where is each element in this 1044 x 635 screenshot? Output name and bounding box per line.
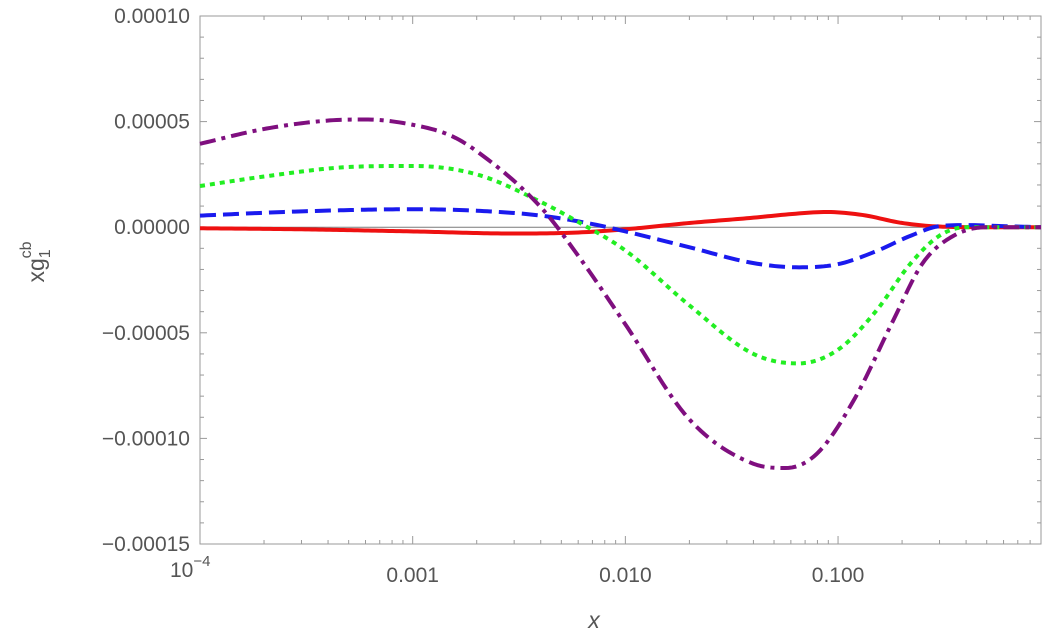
series-line-2 [199,207,1042,270]
series-line-3 [199,163,1041,366]
x-tick-label: 0.010 [599,564,652,587]
x-tick-label-exponent: −4 [193,553,210,570]
y-axis-title-sup: cb [18,241,35,258]
y-axis-title: xg1cb [18,241,54,282]
plot-border [199,15,1042,545]
y-tick-label: 0.00010 [114,5,190,28]
series-line-4 [199,117,1041,470]
y-tick-label: 0.00005 [114,111,190,134]
y-tick-label: −0.00010 [102,427,190,450]
tick-marks [199,15,1042,545]
x-tick-label: 0.100 [812,564,865,587]
y-tick-label: 0.00000 [114,216,190,239]
y-tick-label: −0.00015 [102,533,190,556]
y-axis-title-sub: 1 [37,249,54,258]
series-lines [199,117,1042,470]
y-tick-label: −0.00005 [102,322,190,345]
x-axis-title: x [587,607,601,633]
tick-labels: 0.00010 0.00005 0.00000 −0.00005 −0.00010 −0.… [102,5,865,587]
x-tick-label: 10−4 [170,553,210,582]
y-axis-title-base: xg [23,258,49,282]
x-tick-label: 0.001 [386,564,439,587]
x-tick-label-base: 10 [170,559,193,582]
plot-frame [199,15,1042,545]
